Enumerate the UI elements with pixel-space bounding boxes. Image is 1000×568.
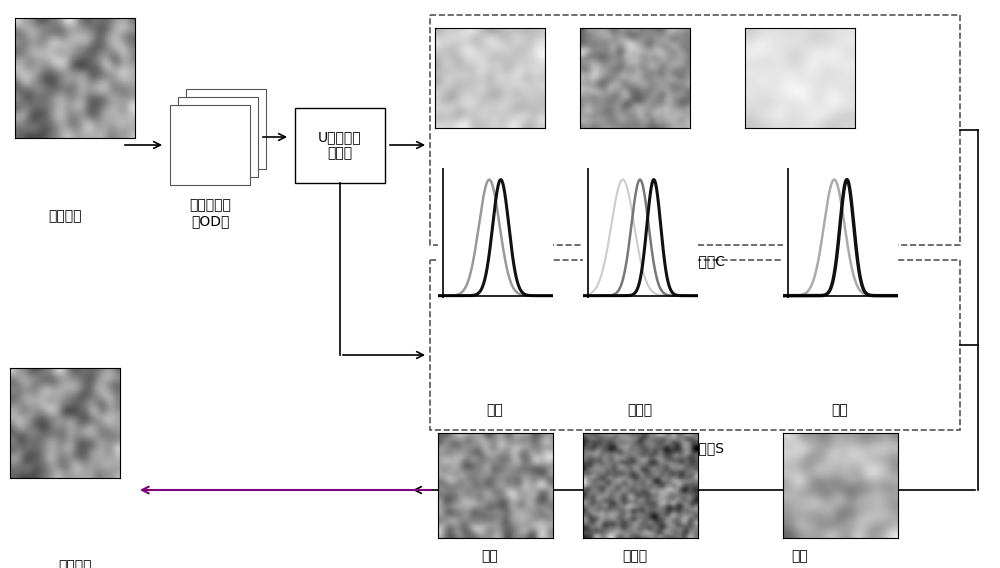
Text: U型卷积神
经网络: U型卷积神 经网络 <box>318 130 362 160</box>
Text: 背景: 背景 <box>832 210 848 224</box>
Text: 光密度图像
（OD）: 光密度图像 （OD） <box>189 198 231 228</box>
Text: 背景: 背景 <box>792 549 808 563</box>
Text: 伊红: 伊红 <box>487 403 503 417</box>
Bar <box>178 97 258 177</box>
Text: 苏木精: 苏木精 <box>622 549 648 563</box>
Bar <box>186 89 266 169</box>
Text: 伊红: 伊红 <box>482 549 498 563</box>
Bar <box>430 260 960 430</box>
Text: 重建图像: 重建图像 <box>58 559 92 568</box>
Bar <box>430 15 960 245</box>
Bar <box>295 107 385 182</box>
Text: 染色颜色矩阵S: 染色颜色矩阵S <box>666 441 724 455</box>
Text: 伊红: 伊红 <box>487 210 503 224</box>
Bar <box>170 105 250 185</box>
Text: 苏木精: 苏木精 <box>627 403 653 417</box>
Text: 染色强度矩阵C: 染色强度矩阵C <box>665 254 725 268</box>
Text: 背景: 背景 <box>832 403 848 417</box>
Text: 苏木精: 苏木精 <box>627 210 653 224</box>
Text: 组织图像: 组织图像 <box>48 209 82 223</box>
